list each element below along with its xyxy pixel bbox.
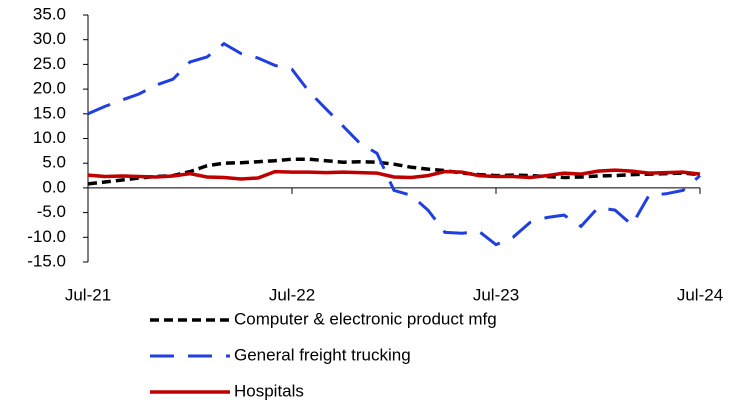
series-line [87,41,701,247]
legend-label: General freight trucking [234,345,411,364]
y-tick-label: -15.0 [27,251,66,270]
x-tick-label: Jul-22 [269,285,315,304]
series-line [87,168,701,181]
y-tick-label: 15.0 [33,103,66,122]
y-tick-label: 35.0 [33,4,66,23]
x-tick-label: Jul-21 [65,285,111,304]
y-tick-label: 0.0 [42,177,66,196]
y-tick-label: -10.0 [27,227,66,246]
x-tick-label: Jul-23 [473,285,519,304]
y-tick-label: 5.0 [42,153,66,172]
y-tick-label: -5.0 [37,202,66,221]
y-tick-label: 30.0 [33,29,66,48]
y-tick-label: 20.0 [33,79,66,98]
y-tick-label: 25.0 [33,54,66,73]
legend-label: Hospitals [234,381,304,400]
x-tick-label: Jul-24 [677,285,723,304]
y-tick-label: 10.0 [33,128,66,147]
legend-label: Computer & electronic product mfg [234,309,497,328]
series-line [87,157,701,186]
